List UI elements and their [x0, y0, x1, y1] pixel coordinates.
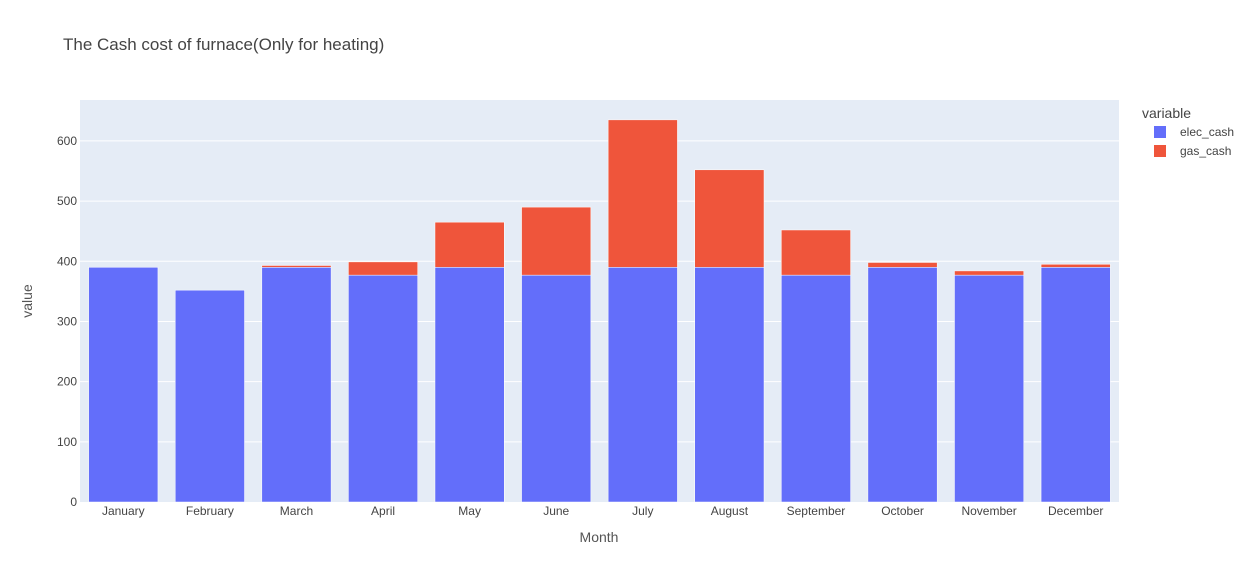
y-axis-ticks: 0 100 200 300 400 500 600 — [57, 134, 77, 509]
gridlines — [80, 140, 1119, 443]
bar-elec_cash-may[interactable] — [434, 267, 505, 503]
y-axis-title: value — [19, 284, 35, 318]
plot-area — [80, 100, 1119, 502]
bar-elec_cash-june[interactable] — [521, 274, 592, 503]
bar-elec_cash-november[interactable] — [954, 274, 1025, 503]
legend-swatch-elec_cash[interactable] — [1154, 126, 1166, 138]
bar-gas_cash-september[interactable] — [781, 229, 851, 276]
chart-title: The Cash cost of furnace(Only for heatin… — [63, 35, 384, 54]
bar-gas_cash-december[interactable] — [1040, 264, 1111, 268]
bar-gas_cash-august[interactable] — [694, 169, 765, 268]
x-tick-label: April — [371, 504, 395, 518]
bar-gas_cash-november[interactable] — [954, 270, 1025, 276]
legend-label-elec_cash[interactable]: elec_cash — [1180, 125, 1234, 139]
y-tick-label: 200 — [57, 375, 77, 389]
bar-elec_cash-february[interactable] — [174, 289, 245, 503]
x-tick-label: September — [787, 504, 846, 518]
legend-title: variable — [1142, 105, 1191, 121]
bar-elec_cash-september[interactable] — [781, 274, 851, 503]
bar-elec_cash-august[interactable] — [694, 267, 765, 503]
x-tick-label: June — [543, 504, 569, 518]
bars[interactable] — [88, 119, 1111, 503]
bar-gas_cash-june[interactable] — [521, 206, 592, 276]
x-axis-ticks: January February March April May June July Augu… — [102, 504, 1103, 518]
x-tick-label: July — [632, 504, 653, 518]
y-tick-label: 500 — [57, 194, 77, 208]
bar-gas_cash-july[interactable] — [607, 119, 678, 268]
y-tick-label: 100 — [57, 435, 77, 449]
x-tick-label: March — [280, 504, 313, 518]
x-tick-label: December — [1048, 504, 1103, 518]
y-tick-label: 0 — [70, 495, 77, 509]
legend-label-gas_cash[interactable]: gas_cash — [1180, 144, 1231, 158]
bar-gas_cash-may[interactable] — [434, 221, 505, 268]
x-tick-label: January — [102, 504, 145, 518]
y-tick-label: 300 — [57, 314, 77, 328]
x-tick-label: November — [961, 504, 1016, 518]
bar-elec_cash-january[interactable] — [88, 267, 159, 503]
legend-swatch-gas_cash[interactable] — [1154, 145, 1166, 157]
bar-elec_cash-december[interactable] — [1040, 267, 1111, 503]
x-tick-label: February — [186, 504, 234, 518]
y-tick-label: 400 — [57, 254, 77, 268]
bar-elec_cash-july[interactable] — [607, 267, 678, 503]
bar-gas_cash-october[interactable] — [867, 262, 938, 268]
x-tick-label: August — [711, 504, 749, 518]
y-tick-label: 600 — [57, 134, 77, 148]
x-tick-label: October — [881, 504, 924, 518]
x-axis-title: Month — [580, 529, 619, 545]
legend[interactable]: variable elec_cash gas_cash — [1142, 105, 1234, 158]
bar-gas_cash-april[interactable] — [348, 261, 418, 276]
x-tick-label: May — [458, 504, 481, 518]
bar-elec_cash-april[interactable] — [348, 274, 418, 503]
bar-elec_cash-october[interactable] — [867, 267, 938, 503]
bar-gas_cash-march[interactable] — [261, 265, 332, 268]
bar-elec_cash-march[interactable] — [261, 267, 332, 503]
